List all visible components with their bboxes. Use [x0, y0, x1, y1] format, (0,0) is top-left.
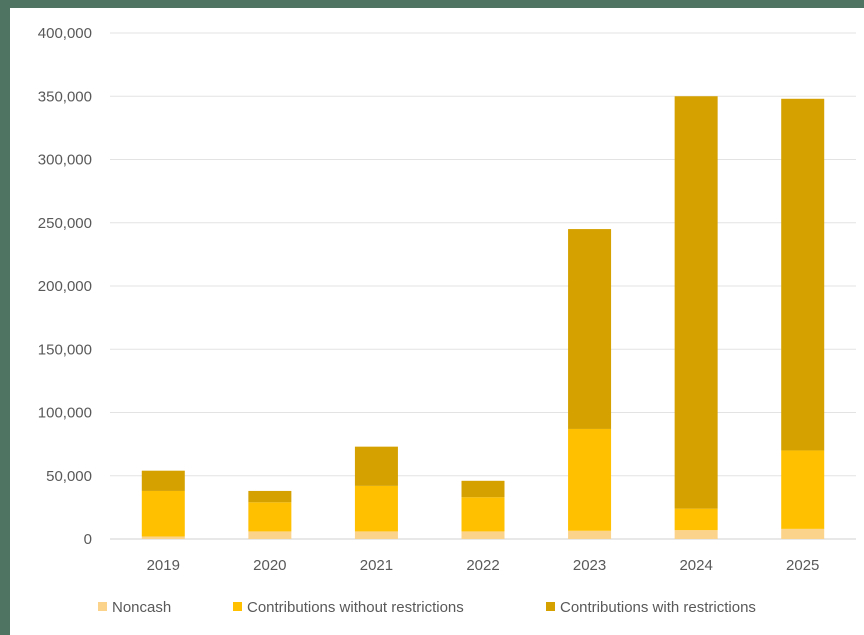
- y-tick-label: 50,000: [46, 468, 92, 485]
- bar-segment: [568, 229, 612, 429]
- bar-segment: [781, 450, 825, 529]
- x-tick-label: 2020: [253, 557, 286, 574]
- y-tick-label: 400,000: [38, 25, 92, 42]
- bar-segment: [354, 531, 398, 539]
- x-tick-label: 2023: [573, 557, 606, 574]
- x-tick-label: 2022: [466, 557, 499, 574]
- y-tick-label: 100,000: [38, 405, 92, 422]
- bar-segment: [354, 446, 398, 486]
- x-axis-ticks: 2019 2020 2021 2022 2023 2024 2025: [147, 557, 820, 574]
- y-tick-label: 200,000: [38, 278, 92, 295]
- y-tick-label: 150,000: [38, 341, 92, 358]
- bar-segment: [781, 98, 825, 451]
- y-tick-label: 0: [84, 531, 92, 548]
- bar-segment: [461, 480, 505, 498]
- stacked-bar-chart: 400,000 350,000 300,000 250,000 200,000 150,0…: [38, 25, 856, 616]
- x-tick-label: 2025: [786, 557, 819, 574]
- legend-label: Contributions with restrictions: [560, 599, 756, 616]
- y-tick-label: 350,000: [38, 88, 92, 105]
- bar-segment: [141, 470, 185, 491]
- bar-segment: [781, 528, 825, 539]
- bar-segment: [674, 96, 718, 509]
- bars: [141, 96, 825, 539]
- bar-segment: [248, 490, 292, 503]
- y-tick-label: 300,000: [38, 152, 92, 169]
- chart-panel: 400,000 350,000 300,000 250,000 200,000 150,0…: [10, 8, 864, 635]
- bar-segment: [568, 530, 612, 539]
- legend-label: Noncash: [112, 599, 171, 616]
- bar-segment: [674, 508, 718, 531]
- bar-segment: [141, 490, 185, 537]
- legend-label: Contributions without restrictions: [247, 599, 464, 616]
- bar-segment: [674, 530, 718, 539]
- y-tick-label: 250,000: [38, 215, 92, 232]
- legend-swatch: [233, 602, 242, 611]
- bar-segment: [354, 485, 398, 532]
- legend: Noncash Contributions without restriction…: [98, 599, 756, 616]
- gridlines: [110, 32, 856, 540]
- bar-segment: [568, 428, 612, 531]
- bar-segment: [461, 531, 505, 539]
- x-tick-label: 2024: [679, 557, 712, 574]
- bar-segment: [248, 502, 292, 532]
- bar-segment: [248, 531, 292, 539]
- bar-segment: [461, 497, 505, 532]
- y-axis-ticks: 400,000 350,000 300,000 250,000 200,000 150,0…: [38, 25, 92, 548]
- legend-swatch: [546, 602, 555, 611]
- x-tick-label: 2019: [147, 557, 180, 574]
- legend-swatch: [98, 602, 107, 611]
- bar-segment: [141, 536, 185, 539]
- x-tick-label: 2021: [360, 557, 393, 574]
